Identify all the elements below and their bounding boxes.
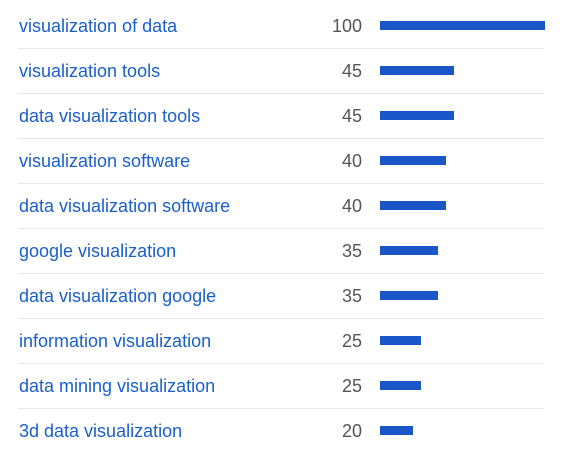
query-score: 45 bbox=[341, 61, 362, 81]
query-score: 40 bbox=[341, 151, 362, 171]
query-row[interactable]: data mining visualization 25 bbox=[18, 364, 544, 409]
score-bar bbox=[380, 111, 454, 120]
query-score: 100 bbox=[331, 16, 362, 36]
score-bar-track bbox=[380, 201, 545, 210]
query-term-link[interactable]: visualization software bbox=[19, 151, 191, 171]
query-term-link[interactable]: google visualization bbox=[19, 241, 177, 261]
score-bar-track bbox=[380, 381, 545, 390]
score-bar-track bbox=[380, 21, 545, 30]
score-bar bbox=[380, 66, 454, 75]
score-bar bbox=[380, 291, 438, 300]
query-row[interactable]: 3d data visualization 20 bbox=[18, 409, 544, 454]
score-bar-track bbox=[380, 246, 545, 255]
score-bar bbox=[380, 426, 413, 435]
query-score: 25 bbox=[341, 331, 362, 351]
score-bar-track bbox=[380, 426, 545, 435]
score-bar-track bbox=[380, 111, 545, 120]
query-term-link[interactable]: data visualization tools bbox=[19, 106, 201, 126]
query-row[interactable]: visualization of data 100 bbox=[18, 4, 545, 49]
query-row[interactable]: google visualization 35 bbox=[18, 229, 544, 274]
query-score: 25 bbox=[341, 376, 362, 396]
query-score: 40 bbox=[341, 196, 362, 216]
score-bar bbox=[380, 336, 421, 345]
query-row[interactable]: information visualization 25 bbox=[18, 319, 544, 364]
query-term-link[interactable]: information visualization bbox=[19, 331, 212, 351]
query-term-link[interactable]: data visualization google bbox=[19, 286, 217, 306]
query-term-link[interactable]: visualization of data bbox=[19, 16, 178, 36]
score-bar bbox=[380, 201, 446, 210]
score-bar bbox=[380, 21, 545, 30]
query-term-link[interactable]: data mining visualization bbox=[19, 376, 216, 396]
score-bar bbox=[380, 381, 421, 390]
query-term-link[interactable]: data visualization software bbox=[19, 196, 231, 216]
query-row[interactable]: data visualization software 40 bbox=[18, 184, 544, 229]
query-row[interactable]: visualization tools 45 bbox=[18, 49, 544, 94]
query-score: 20 bbox=[341, 421, 362, 441]
query-row[interactable]: data visualization tools 45 bbox=[18, 94, 544, 139]
query-score: 35 bbox=[341, 286, 362, 306]
score-bar bbox=[380, 246, 438, 255]
score-bar-track bbox=[380, 156, 545, 165]
score-bar-track bbox=[380, 291, 545, 300]
score-bar-track bbox=[380, 336, 545, 345]
score-bar-track bbox=[380, 66, 545, 75]
query-term-link[interactable]: 3d data visualization bbox=[19, 421, 183, 441]
query-row[interactable]: data visualization google 35 bbox=[18, 274, 544, 319]
query-term-link[interactable]: visualization tools bbox=[19, 61, 161, 81]
query-score: 35 bbox=[341, 241, 362, 261]
query-score: 45 bbox=[341, 106, 362, 126]
query-row[interactable]: visualization software 40 bbox=[18, 139, 544, 184]
score-bar bbox=[380, 156, 446, 165]
